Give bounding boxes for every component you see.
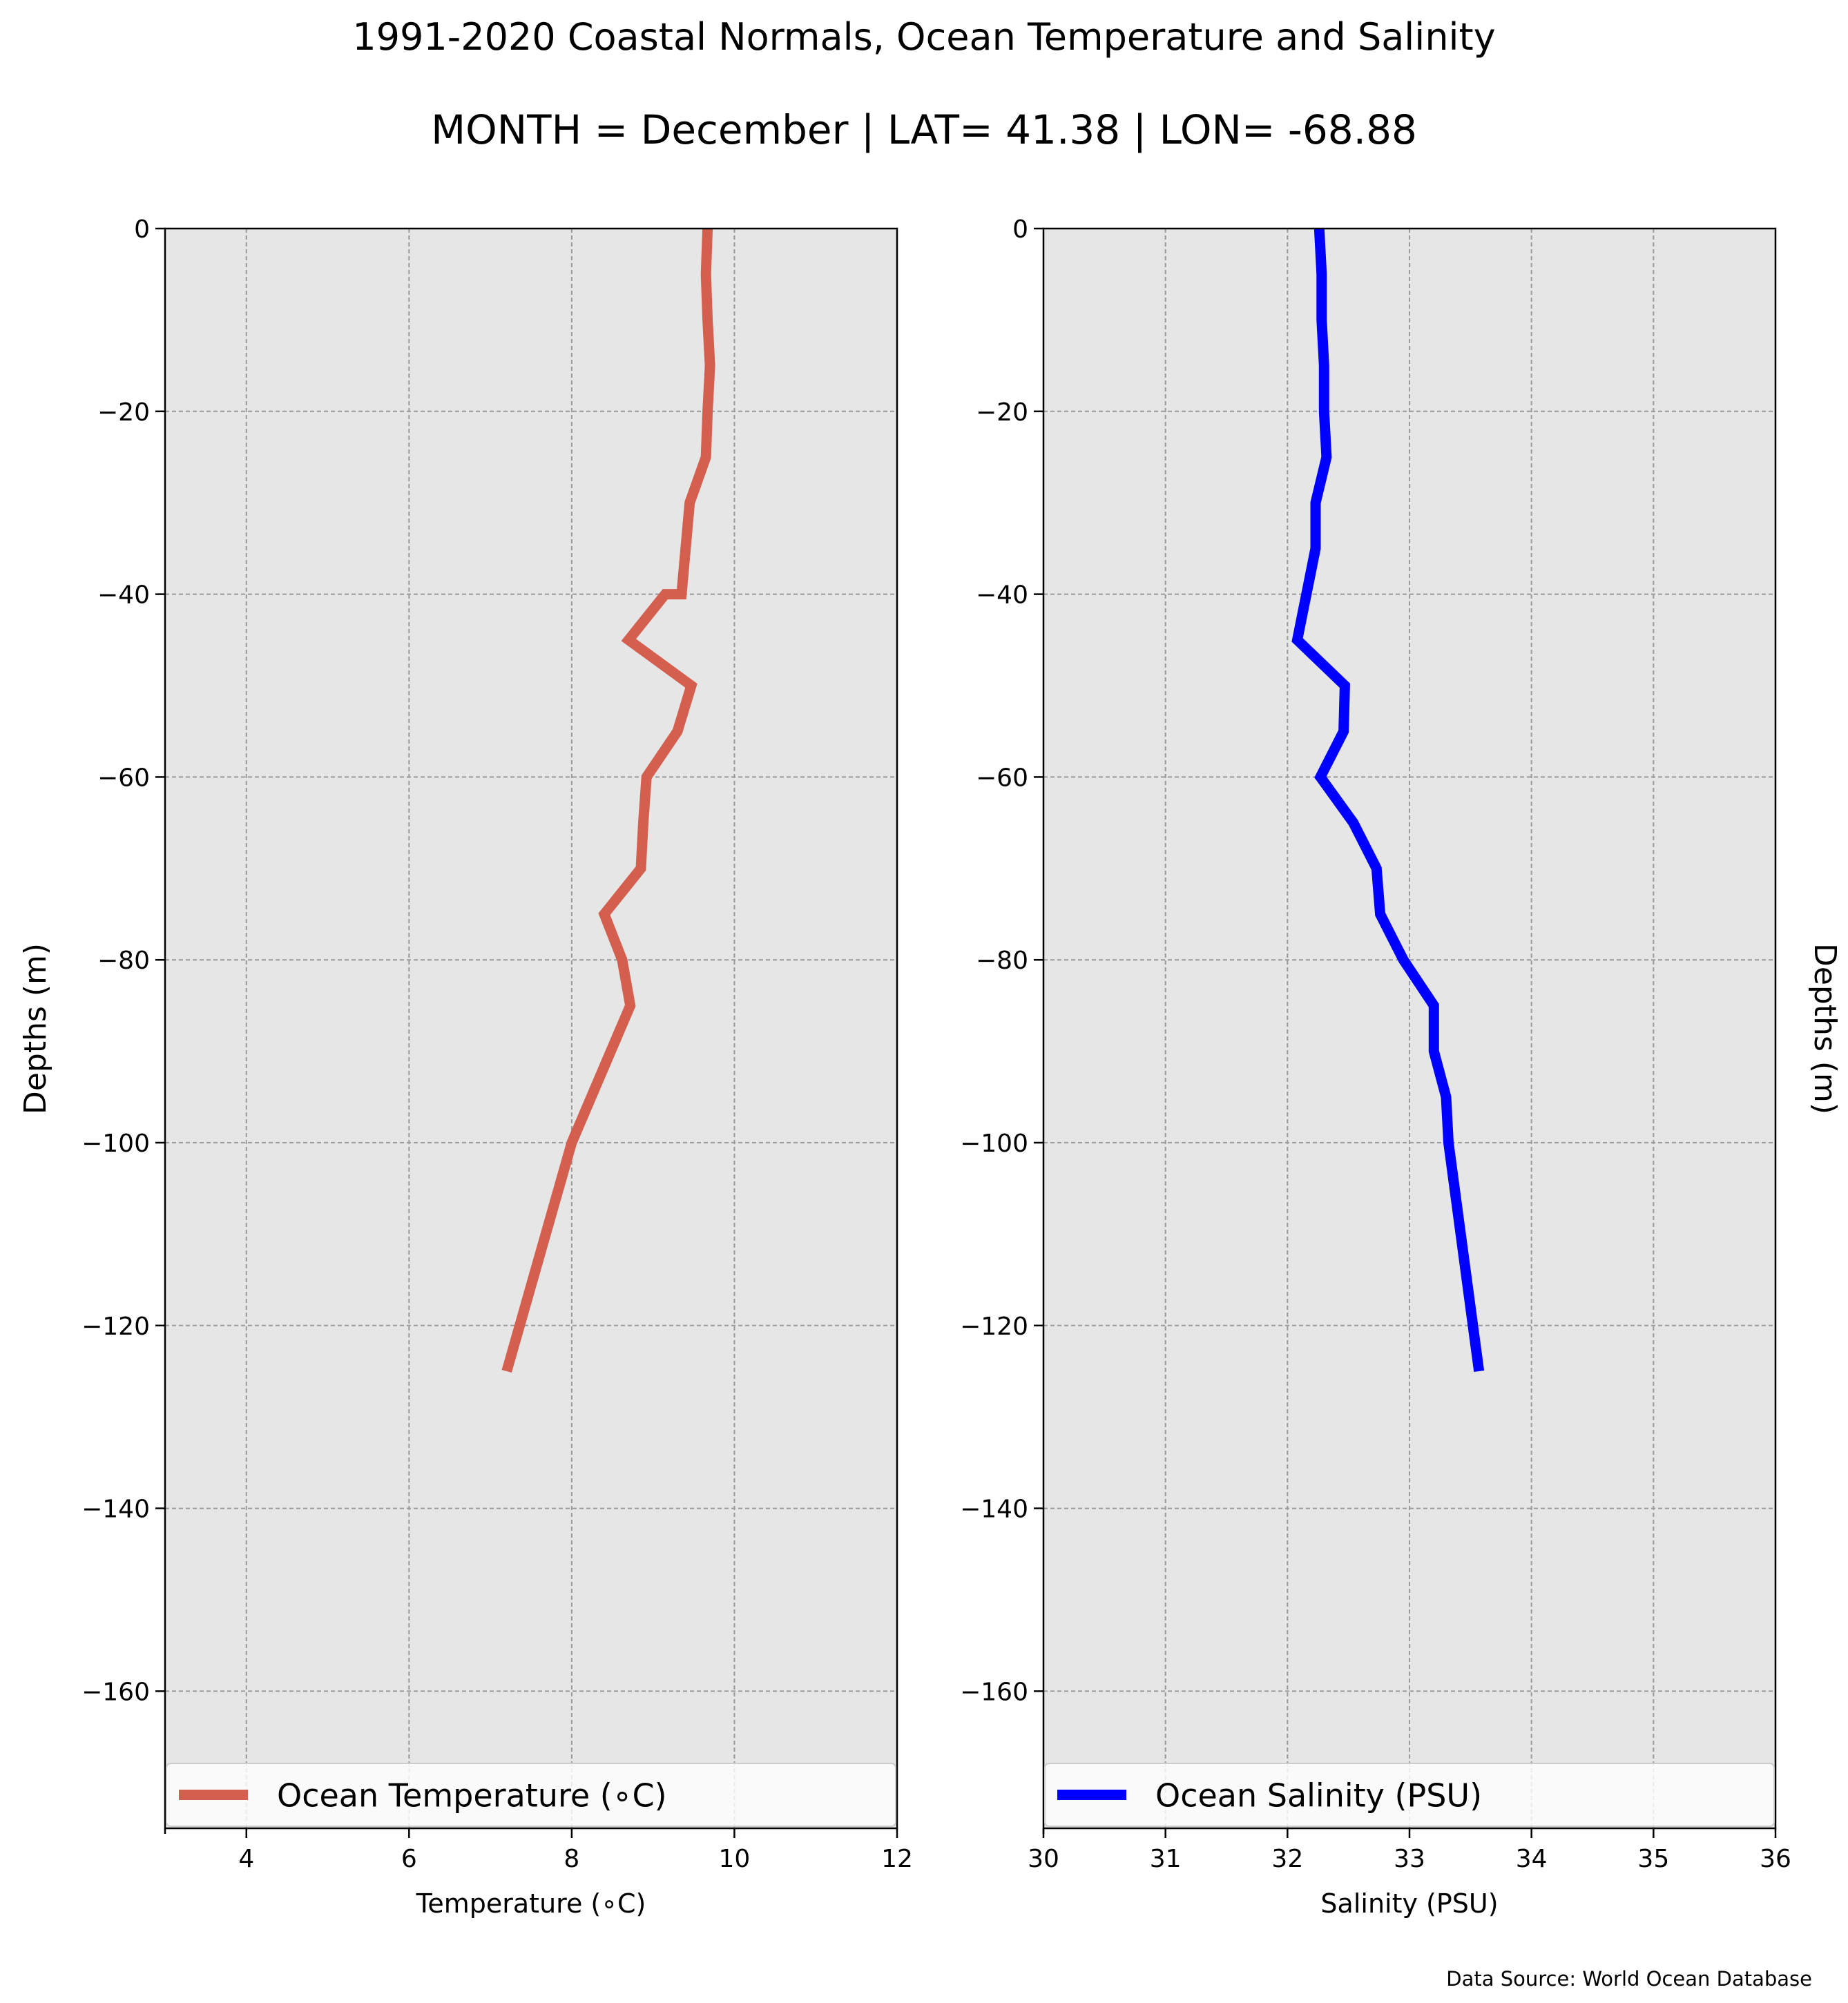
legend-label: Ocean Temperature (∘C) [277,1777,667,1815]
temperature-plot-area [165,229,897,1828]
x-tick-label: 10 [719,1845,751,1873]
y-tick-label: 0 [1012,215,1028,244]
x-tick-label: 36 [1760,1845,1791,1873]
y-tick-label: −140 [81,1496,150,1524]
y-tick-label: −140 [960,1496,1028,1524]
salinity-y-ticks: 0 −20 −40 −60 −80 −100 −120 −140 −160 [960,215,1043,1706]
y-tick-label: −20 [976,398,1028,427]
y-tick-label: −60 [97,764,150,792]
salinity-x-ticks: 30 31 32 33 34 35 36 [1028,1828,1791,1873]
figure-title: 1991-2020 Coastal Normals, Ocean Tempera… [352,15,1495,59]
legend-box [1044,1763,1775,1827]
salinity-panel: Ocean Salinity (PSU) 0 −20 −40 −60 −80 −100 −1… [960,215,1842,1919]
axes-frame [164,227,898,1830]
temperature-axes-spines [164,227,898,1830]
legend-label: Ocean Salinity (PSU) [1155,1777,1482,1815]
salinity-legend: Ocean Salinity (PSU) [1044,1763,1775,1827]
temperature-y-ticks: 0 −20 −40 −60 −80 −100 −120 −140 −160 [81,215,165,1706]
temperature-legend: Ocean Temperature (∘C) [166,1763,896,1827]
series-line [501,228,715,1373]
salinity-x-axis-label: Salinity (PSU) [1320,1888,1498,1919]
x-tick-label: 8 [564,1845,579,1873]
x-tick-label: 6 [401,1845,417,1873]
temperature-grid [165,228,898,1828]
temperature-x-axis-label: Temperature (∘C) [416,1888,646,1919]
x-tick-label: 31 [1150,1845,1182,1873]
y-tick-label: 0 [134,215,150,244]
x-tick-label: 12 [881,1845,913,1873]
y-tick-label: −20 [97,398,150,427]
y-tick-label: −40 [976,581,1028,610]
x-tick-label: 30 [1028,1845,1059,1873]
salinity-plot-area [1043,229,1775,1828]
x-tick-label: 4 [238,1845,254,1873]
y-tick-label: −120 [960,1313,1028,1341]
temperature-y-axis-label: Depths (m) [18,943,53,1114]
y-tick-label: −100 [960,1130,1028,1158]
series-line [1291,228,1485,1372]
x-tick-label: 32 [1271,1845,1303,1873]
y-tick-label: −80 [976,947,1028,975]
salinity-y-axis-label: Depths (m) [1807,943,1842,1114]
y-tick-label: −80 [97,947,150,975]
temperature-panel: Ocean Temperature (∘C) 0 −20 −40 −60 −80 −100… [18,215,913,1919]
y-tick-label: −40 [97,581,150,610]
temperature-x-ticks: 4 6 8 10 12 [164,1828,913,1873]
x-tick-label: 34 [1516,1845,1548,1873]
y-tick-label: −160 [81,1678,150,1706]
y-tick-label: −60 [976,764,1028,792]
y-tick-label: −160 [960,1678,1028,1706]
x-tick-label: 35 [1637,1845,1669,1873]
y-tick-label: −100 [81,1130,150,1158]
data-source-note: Data Source: World Ocean Database [1446,1967,1812,1991]
x-tick-label: 33 [1394,1845,1425,1873]
legend-box [166,1763,896,1827]
figure-subtitle: MONTH = December | LAT= 41.38 | LON= -68… [431,106,1417,153]
salinity-data [1291,228,1485,1372]
temperature-data [501,228,715,1373]
y-tick-label: −120 [81,1313,150,1341]
